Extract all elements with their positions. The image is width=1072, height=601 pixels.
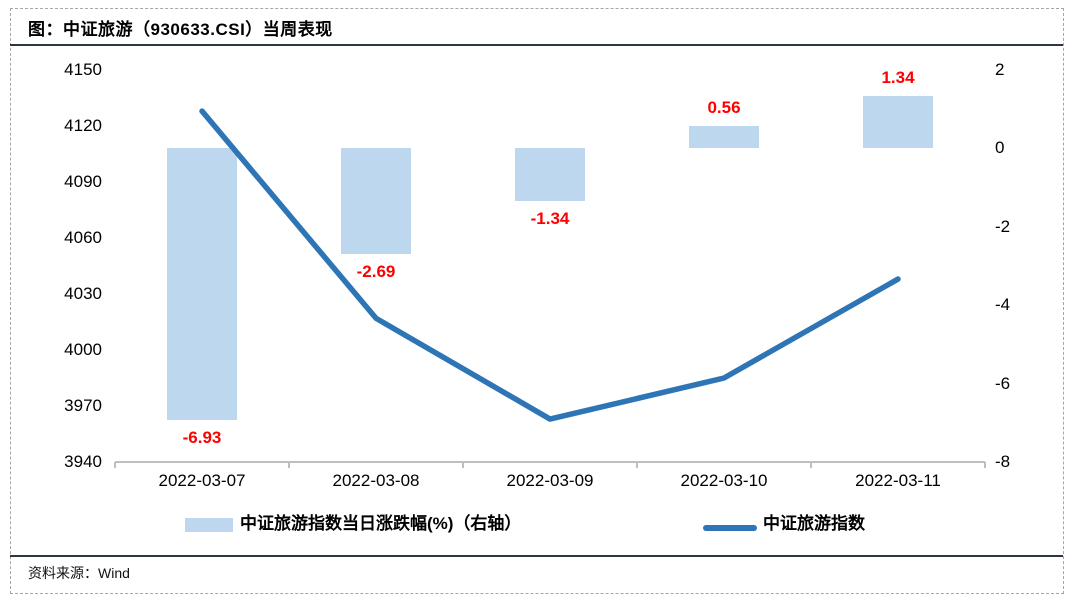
right-axis-tick-label: -4 xyxy=(995,295,1011,315)
x-axis-tick-mark xyxy=(984,462,986,468)
legend-line-swatch xyxy=(703,525,757,531)
x-axis-tick-mark xyxy=(462,462,464,468)
pct-change-bar xyxy=(515,148,585,201)
left-axis-tick-label: 3970 xyxy=(64,396,102,415)
bar-value-label: -6.93 xyxy=(182,428,222,448)
x-axis-line xyxy=(115,461,985,463)
x-axis-tick-mark xyxy=(636,462,638,468)
legend-bar-swatch xyxy=(185,518,233,532)
left-axis-tick-label: 4150 xyxy=(64,60,102,79)
pct-change-bar xyxy=(689,126,759,149)
pct-change-bar xyxy=(863,95,933,149)
x-axis-category-label: 2022-03-10 xyxy=(680,471,768,490)
x-axis-tick-mark xyxy=(114,462,116,468)
right-axis-tick-label: 2 xyxy=(995,60,1005,79)
left-axis-tick-label: 3940 xyxy=(64,452,102,471)
x-axis-category-label: 2022-03-11 xyxy=(855,471,941,490)
pct-change-bar xyxy=(167,148,237,421)
left-axis-tick-label: 4090 xyxy=(64,172,102,191)
x-axis-tick-mark xyxy=(810,462,812,468)
index-line-path xyxy=(199,108,901,422)
figure-dashed-border xyxy=(10,8,1064,594)
right-axis-tick-label: -8 xyxy=(995,452,1011,471)
title-separator-line xyxy=(10,44,1063,46)
legend-line-label: 中证旅游指数 xyxy=(763,514,865,533)
figure-title: 图：中证旅游（930633.CSI）当周表现 xyxy=(28,20,333,39)
left-axis-tick-label: 4030 xyxy=(64,284,102,303)
bar-value-label: -2.69 xyxy=(356,261,396,281)
left-axis-tick-label: 4120 xyxy=(64,116,102,135)
x-axis-tick-mark xyxy=(288,462,290,468)
footer-separator-line xyxy=(10,555,1063,557)
right-axis-tick-label: -2 xyxy=(995,216,1011,236)
left-axis-tick-label: 4000 xyxy=(64,340,102,359)
bar-value-label: 1.34 xyxy=(881,67,915,87)
right-axis-tick-label: 0 xyxy=(995,138,1005,158)
x-axis-category-label: 2022-03-07 xyxy=(158,471,246,490)
bar-value-label: -1.34 xyxy=(530,208,570,228)
right-axis-tick-label: -6 xyxy=(995,373,1011,393)
legend-bar-label: 中证旅游指数当日涨跌幅(%)（右轴） xyxy=(240,514,522,533)
x-axis-category-label: 2022-03-09 xyxy=(506,471,594,490)
data-source-note: 资料来源：Wind xyxy=(28,565,130,581)
pct-change-bar xyxy=(341,148,411,254)
left-axis-tick-label: 4060 xyxy=(64,228,102,247)
x-axis-category-label: 2022-03-08 xyxy=(332,471,420,490)
bar-value-label: 0.56 xyxy=(707,98,741,118)
